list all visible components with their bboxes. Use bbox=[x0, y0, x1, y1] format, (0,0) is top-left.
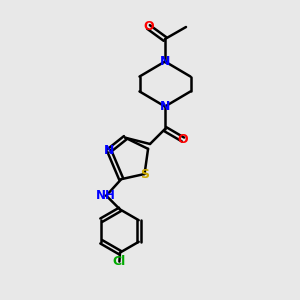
Text: O: O bbox=[178, 133, 188, 146]
Text: S: S bbox=[140, 167, 149, 181]
Text: N: N bbox=[160, 55, 170, 68]
Text: N: N bbox=[104, 144, 114, 157]
Text: O: O bbox=[143, 20, 154, 34]
Text: N: N bbox=[160, 100, 170, 113]
Text: NH: NH bbox=[96, 189, 116, 202]
Text: Cl: Cl bbox=[113, 255, 126, 268]
